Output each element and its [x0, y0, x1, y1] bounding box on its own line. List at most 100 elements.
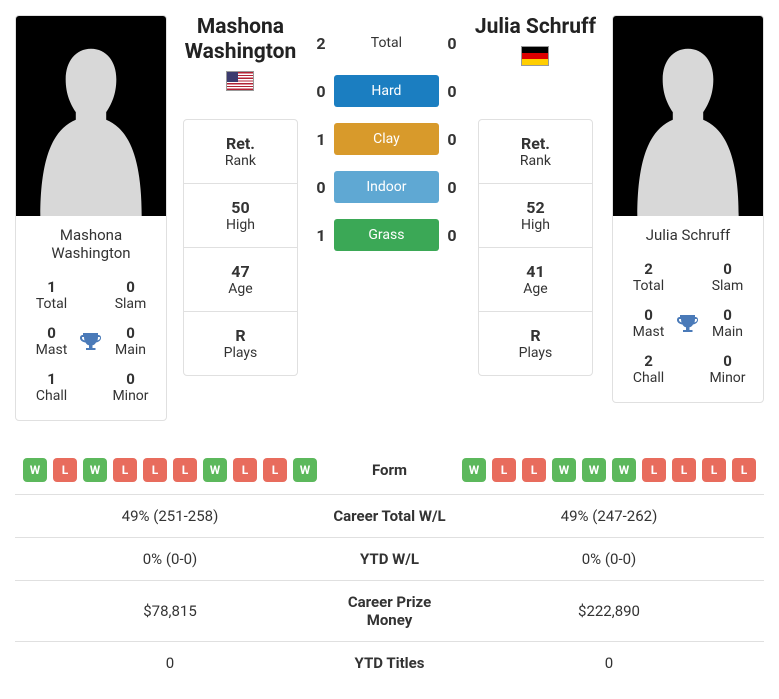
- form-win-badge[interactable]: W: [23, 458, 47, 482]
- h2h-total-left: 2: [314, 34, 328, 53]
- h2h-surface-left: 1: [314, 130, 328, 149]
- mini-stats-left: 1Total 0Slam 0Mast 0Main 1Chall 0Minor: [16, 272, 166, 420]
- stat-age: 47Age: [184, 248, 297, 312]
- top-row: Mashona Washington 1Total 0Slam 0Mast 0M…: [15, 15, 764, 421]
- ytd-wl-left: 0% (0-0): [15, 538, 325, 581]
- form-loss-badge[interactable]: L: [642, 458, 666, 482]
- h2h-surface-row: 0 Indoor 0: [314, 171, 459, 203]
- stat-card-right: Ret.Rank 52High 41Age RPlays: [478, 119, 593, 376]
- ytd-titles-right: 0: [454, 642, 764, 685]
- h2h-surface-right: 0: [445, 178, 459, 197]
- mini-slam: 0Slam: [700, 254, 755, 300]
- mini-mast: 0Mast: [24, 318, 79, 364]
- name-stat-right: Julia Schruff Ret.Rank 52High 41Age RPla…: [475, 15, 596, 376]
- h2h-surface-row: 0 Hard 0: [314, 75, 459, 107]
- avatar-right: [613, 16, 763, 216]
- player-card-right: Julia Schruff 2Total 0Slam 0Mast 0Main 2…: [612, 15, 764, 403]
- h2h-surface-row: 1 Clay 0: [314, 123, 459, 155]
- stat-plays: RPlays: [184, 312, 297, 375]
- mini-total: 2Total: [621, 254, 676, 300]
- avatar-left: [16, 16, 166, 216]
- avatar-silhouette-icon: [26, 26, 156, 216]
- mini-main: 0Main: [103, 318, 158, 364]
- h2h-total-row: 2 Total 0: [314, 27, 459, 59]
- form-loss-badge[interactable]: L: [492, 458, 516, 482]
- label-career-wl: Career Total W/L: [325, 495, 454, 538]
- stat-high: 50High: [184, 184, 297, 248]
- h2h-total-right: 0: [445, 34, 459, 53]
- mini-slam: 0Slam: [103, 272, 158, 318]
- h2h-surface-row: 1Grass0: [314, 219, 459, 251]
- trophy-icon: [79, 318, 103, 364]
- form-left: WLWLLLWLLW: [23, 458, 317, 482]
- row-form: WLWLLLWLLW Form WLLWWWLLLL: [15, 446, 764, 495]
- stat-high: 52High: [479, 184, 592, 248]
- form-loss-badge[interactable]: L: [732, 458, 756, 482]
- avatar-silhouette-icon: [623, 26, 753, 216]
- row-ytd-titles: 0 YTD Titles 0: [15, 642, 764, 685]
- header-name-left-line2: Washington: [185, 40, 297, 64]
- form-win-badge[interactable]: W: [582, 458, 606, 482]
- header-name-left: MashonaWashington: [185, 15, 297, 111]
- form-win-badge[interactable]: W: [293, 458, 317, 482]
- form-loss-badge[interactable]: L: [53, 458, 77, 482]
- ytd-titles-left: 0: [15, 642, 325, 685]
- h2h-column: 2 Total 0 0 Hard 0 1 Clay 0 0 Indoor 0 1 Grass 0: [314, 15, 459, 251]
- form-win-badge[interactable]: W: [83, 458, 107, 482]
- form-loss-badge[interactable]: L: [522, 458, 546, 482]
- label-ytd-titles: YTD Titles: [325, 642, 454, 685]
- mini-stats-right: 2Total 0Slam 0Mast 0Main 2Chall 0Minor: [613, 254, 763, 402]
- form-loss-badge[interactable]: L: [233, 458, 257, 482]
- flag-usa-icon: [226, 71, 254, 91]
- form-loss-badge[interactable]: L: [702, 458, 726, 482]
- label-form: Form: [325, 446, 454, 495]
- h2h-surface-left: 1: [314, 226, 328, 245]
- form-win-badge[interactable]: W: [462, 458, 486, 482]
- h2h-surface-badge[interactable]: Grass: [334, 219, 439, 251]
- form-loss-badge[interactable]: L: [263, 458, 287, 482]
- mini-main: 0Main: [700, 300, 755, 346]
- career-wl-right: 49% (247-262): [454, 495, 764, 538]
- stat-card-left: Ret.Rank 50High 47Age RPlays: [183, 119, 298, 376]
- h2h-surface-right: 0: [445, 82, 459, 101]
- label-ytd-wl: YTD W/L: [325, 538, 454, 581]
- mini-minor: 0Minor: [700, 346, 755, 392]
- prize-right: $222,890: [454, 581, 764, 642]
- form-loss-badge[interactable]: L: [173, 458, 197, 482]
- career-wl-left: 49% (251-258): [15, 495, 325, 538]
- h2h-surface-left: 0: [314, 82, 328, 101]
- header-name-left-line1: Mashona: [197, 15, 284, 39]
- h2h-total-label: Total: [334, 27, 439, 59]
- header-name-right-line1: Julia Schruff: [475, 15, 596, 39]
- form-win-badge[interactable]: W: [552, 458, 576, 482]
- player-card-left: Mashona Washington 1Total 0Slam 0Mast 0M…: [15, 15, 167, 421]
- h2h-surface-badge[interactable]: Indoor: [334, 171, 439, 203]
- h2h-surface-badge[interactable]: Hard: [334, 75, 439, 107]
- player-card-left-name[interactable]: Mashona Washington: [16, 216, 166, 272]
- form-loss-badge[interactable]: L: [143, 458, 167, 482]
- mini-total: 1Total: [24, 272, 79, 318]
- mini-mast: 0Mast: [621, 300, 676, 346]
- form-loss-badge[interactable]: L: [113, 458, 137, 482]
- h2h-surface-badge[interactable]: Clay: [334, 123, 439, 155]
- player-card-right-name[interactable]: Julia Schruff: [613, 216, 763, 254]
- row-ytd-wl: 0% (0-0) YTD W/L 0% (0-0): [15, 538, 764, 581]
- form-win-badge[interactable]: W: [203, 458, 227, 482]
- mini-minor: 0Minor: [103, 364, 158, 410]
- row-career-wl: 49% (251-258) Career Total W/L 49% (247-…: [15, 495, 764, 538]
- name-stat-left: MashonaWashington Ret.Rank 50High 47Age …: [183, 15, 298, 376]
- mini-chall: 2Chall: [621, 346, 676, 392]
- h2h-surface-right: 0: [445, 130, 459, 149]
- header-name-right: Julia Schruff: [475, 15, 596, 111]
- row-prize: $78,815 Career Prize Money $222,890: [15, 581, 764, 642]
- compare-table: WLWLLLWLLW Form WLLWWWLLLL 49% (251-258)…: [15, 446, 764, 684]
- stat-plays: RPlays: [479, 312, 592, 375]
- label-prize: Career Prize Money: [325, 581, 454, 642]
- prize-left: $78,815: [15, 581, 325, 642]
- trophy-icon: [676, 300, 700, 346]
- h2h-surface-left: 0: [314, 178, 328, 197]
- form-win-badge[interactable]: W: [612, 458, 636, 482]
- form-loss-badge[interactable]: L: [672, 458, 696, 482]
- ytd-wl-right: 0% (0-0): [454, 538, 764, 581]
- flag-germany-icon: [521, 46, 549, 66]
